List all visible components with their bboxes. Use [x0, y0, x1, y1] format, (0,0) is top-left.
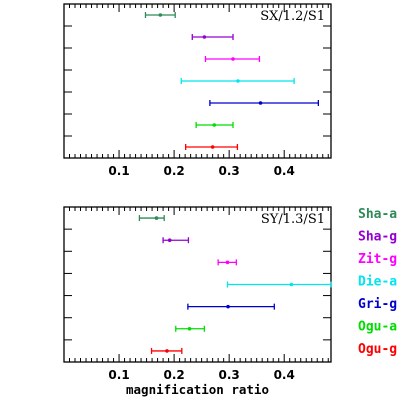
chart-legend: Sha-a Sha-g Zit-g Die-a Gri-g Ogu-a Ogu-g: [358, 207, 397, 357]
data-point-sha-g: [162, 237, 190, 244]
data-point-ogu-g: [150, 347, 183, 354]
value-marker: [212, 123, 217, 127]
x-tick-label: 0.2: [163, 368, 184, 382]
x-tick-label: 0.1: [108, 368, 129, 382]
x-tick-label: 0.4: [274, 368, 295, 382]
value-marker: [225, 260, 230, 265]
value-marker: [158, 13, 163, 17]
value-marker: [154, 216, 159, 220]
value-marker: [202, 35, 207, 39]
panel-label: SY/1.3/S1: [261, 212, 325, 227]
value-marker: [258, 101, 263, 105]
x-tick-label: 0.3: [219, 164, 240, 178]
value-marker: [187, 326, 192, 331]
panel-frame: [63, 3, 332, 159]
panel-label: SX/1.2/S1: [260, 9, 325, 24]
data-point-zit-g: [204, 56, 261, 62]
x-axis-label: magnification ratio: [126, 382, 269, 397]
panel-1: 0.1 0.2 0.3 0.4 SX/1.2/S1: [63, 3, 332, 178]
data-point-sha-g: [191, 34, 234, 40]
value-marker: [165, 349, 169, 353]
value-marker: [210, 145, 215, 149]
data-point-sha-a: [138, 215, 165, 222]
legend-item-ogu-g: Ogu-g: [358, 342, 397, 357]
data-point-sha-a: [144, 12, 176, 18]
x-tick-label: 0.2: [163, 164, 184, 178]
x-tick-label: 0.1: [108, 164, 129, 178]
legend-item-sha-a: Sha-a: [358, 207, 397, 222]
value-marker: [231, 57, 235, 61]
data-point-die-a: [180, 78, 295, 84]
x-tick-label: 0.4: [274, 164, 295, 178]
legend-item-sha-g: Sha-g: [358, 230, 397, 245]
legend-item-ogu-a: Ogu-a: [358, 320, 397, 335]
legend-item-gri-g: Gri-g: [358, 297, 397, 312]
chart-panels: 0.1 0.2 0.3 0.4 SX/1.2/S1 0.1 0.2 0.3 0.4 SY/1.3/…: [63, 3, 332, 382]
data-point-gri-g: [209, 100, 319, 106]
legend-item-die-a: Die-a: [358, 275, 397, 290]
value-marker: [167, 238, 172, 243]
data-point-ogu-a: [175, 325, 206, 332]
data-point-zit-g: [217, 259, 237, 266]
data-point-ogu-a: [195, 122, 234, 128]
value-marker: [289, 282, 294, 287]
legend-item-zit-g: Zit-g: [358, 252, 397, 267]
x-tick-label: 0.3: [219, 368, 240, 382]
value-marker: [236, 79, 240, 83]
data-point-ogu-g: [185, 144, 239, 150]
data-point-die-a: [226, 281, 332, 288]
panel-2: 0.1 0.2 0.3 0.4 SY/1.3/S1: [63, 206, 332, 382]
value-marker: [226, 304, 230, 309]
data-point-gri-g: [187, 303, 275, 310]
